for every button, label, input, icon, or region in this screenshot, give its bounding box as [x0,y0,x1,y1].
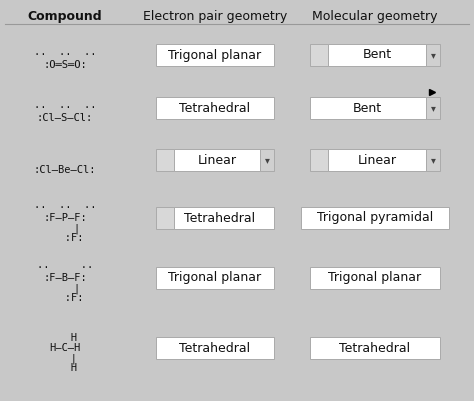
Text: Tetrahedral: Tetrahedral [180,101,251,115]
FancyBboxPatch shape [328,44,426,66]
FancyBboxPatch shape [426,149,440,171]
Text: ▾: ▾ [430,155,436,165]
Text: Bent: Bent [353,101,382,115]
FancyBboxPatch shape [156,267,274,289]
Text: Trigonal pyramidal: Trigonal pyramidal [317,211,433,225]
Text: |: | [49,283,81,294]
Text: |: | [49,223,81,233]
FancyBboxPatch shape [426,97,440,119]
Text: :O═S═O:: :O═S═O: [43,60,87,70]
Text: Compound: Compound [27,10,102,23]
Text: :F:: :F: [46,233,84,243]
Text: ▾: ▾ [430,103,436,113]
FancyBboxPatch shape [310,149,328,171]
Text: Bent: Bent [363,49,392,61]
FancyBboxPatch shape [156,44,274,66]
FancyBboxPatch shape [310,97,440,119]
FancyBboxPatch shape [174,149,260,171]
FancyBboxPatch shape [156,149,174,171]
Text: Linear: Linear [357,154,396,166]
Text: ▾: ▾ [264,155,269,165]
FancyBboxPatch shape [156,97,274,119]
FancyBboxPatch shape [310,44,328,66]
Text: Electron pair geometry: Electron pair geometry [143,10,287,23]
Text: :Cl–Be–Cl:: :Cl–Be–Cl: [34,165,96,175]
Text: ··     ··: ·· ·· [37,263,93,273]
Text: H: H [53,363,78,373]
Text: Tetrahedral: Tetrahedral [339,342,410,354]
FancyBboxPatch shape [301,207,449,229]
FancyBboxPatch shape [156,207,174,229]
FancyBboxPatch shape [328,149,426,171]
FancyBboxPatch shape [260,149,274,171]
Text: Molecular geometry: Molecular geometry [312,10,438,23]
Text: ··  ··  ··: ·· ·· ·· [34,50,96,60]
Text: :F:: :F: [46,293,84,303]
FancyBboxPatch shape [156,337,274,359]
Text: Trigonal planar: Trigonal planar [328,271,421,284]
FancyBboxPatch shape [426,44,440,66]
Text: H–C–H: H–C–H [49,343,81,353]
Text: ··  ··  ··: ·· ·· ·· [34,203,96,213]
FancyBboxPatch shape [174,207,274,229]
Text: :F–P–F:: :F–P–F: [43,213,87,223]
Text: H: H [53,333,78,343]
Text: Tetrahedral: Tetrahedral [180,342,251,354]
Text: Tetrahedral: Tetrahedral [184,211,255,225]
Text: ▾: ▾ [430,50,436,60]
Text: :Cl–S–Cl:: :Cl–S–Cl: [37,113,93,123]
Text: Linear: Linear [198,154,237,166]
Text: ··  ··  ··: ·· ·· ·· [34,103,96,113]
FancyBboxPatch shape [310,337,440,359]
Text: :F–B–F:: :F–B–F: [43,273,87,283]
Text: |: | [53,353,78,363]
Text: Trigonal planar: Trigonal planar [168,49,262,61]
Text: Trigonal planar: Trigonal planar [168,271,262,284]
FancyBboxPatch shape [310,267,440,289]
